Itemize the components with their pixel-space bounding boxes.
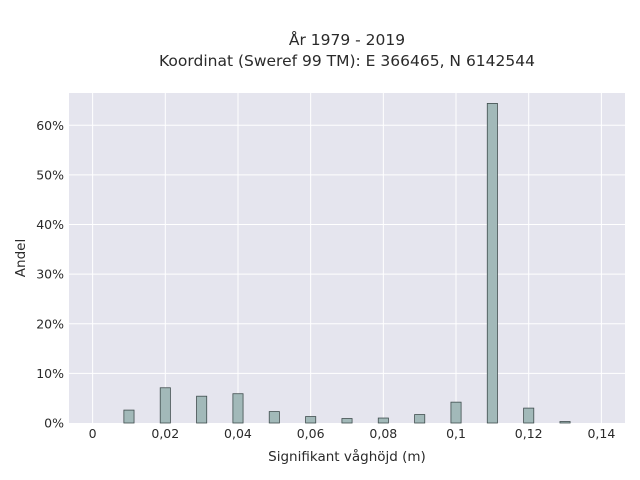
y-tick-label: 0% xyxy=(44,416,64,431)
y-tick-label: 60% xyxy=(36,118,64,133)
histogram-bar xyxy=(341,418,353,424)
y-tick-label: 10% xyxy=(36,366,64,381)
histogram-bar xyxy=(414,414,426,424)
x-tick-label: 0,12 xyxy=(515,426,543,441)
histogram-bar xyxy=(232,393,244,424)
chart-title-line-1: År 1979 - 2019 xyxy=(289,30,405,49)
x-tick-label: 0,14 xyxy=(587,426,615,441)
histogram-bar xyxy=(450,401,462,424)
x-tick-label: 0,02 xyxy=(151,426,179,441)
x-axis-label: Signifikant våghöjd (m) xyxy=(268,448,426,465)
chart-title-line-2: Koordinat (Sweref 99 TM): E 366465, N 61… xyxy=(159,52,535,70)
grid-lines xyxy=(69,93,625,423)
x-axis-ticks: 0 0,02 0,04 0,06 0,08 0,1 0,12 0,14 xyxy=(89,426,616,441)
y-tick-label: 20% xyxy=(36,316,64,331)
bars xyxy=(123,103,571,424)
y-axis-label: Andel xyxy=(13,239,29,277)
histogram-bar xyxy=(486,103,498,424)
histogram-bar xyxy=(523,407,535,424)
x-tick-label: 0,1 xyxy=(446,426,466,441)
histogram-bar xyxy=(159,387,171,424)
x-tick-label: 0 xyxy=(89,426,97,441)
y-tick-label: 30% xyxy=(36,267,64,282)
x-tick-label: 0,06 xyxy=(297,426,325,441)
x-tick-label: 0,04 xyxy=(224,426,252,441)
histogram-bar xyxy=(305,416,317,424)
histogram-bar xyxy=(377,417,389,424)
histogram-bar xyxy=(123,409,135,424)
plot-area xyxy=(69,93,625,423)
x-tick-label: 0,08 xyxy=(369,426,397,441)
histogram-bar xyxy=(559,421,571,424)
y-axis-ticks: 0% 10% 20% 30% 40% 50% 60% xyxy=(36,118,64,431)
histogram-bar xyxy=(196,395,208,424)
histogram-bar xyxy=(268,411,280,424)
y-tick-label: 40% xyxy=(36,217,64,232)
y-tick-label: 50% xyxy=(36,167,64,182)
